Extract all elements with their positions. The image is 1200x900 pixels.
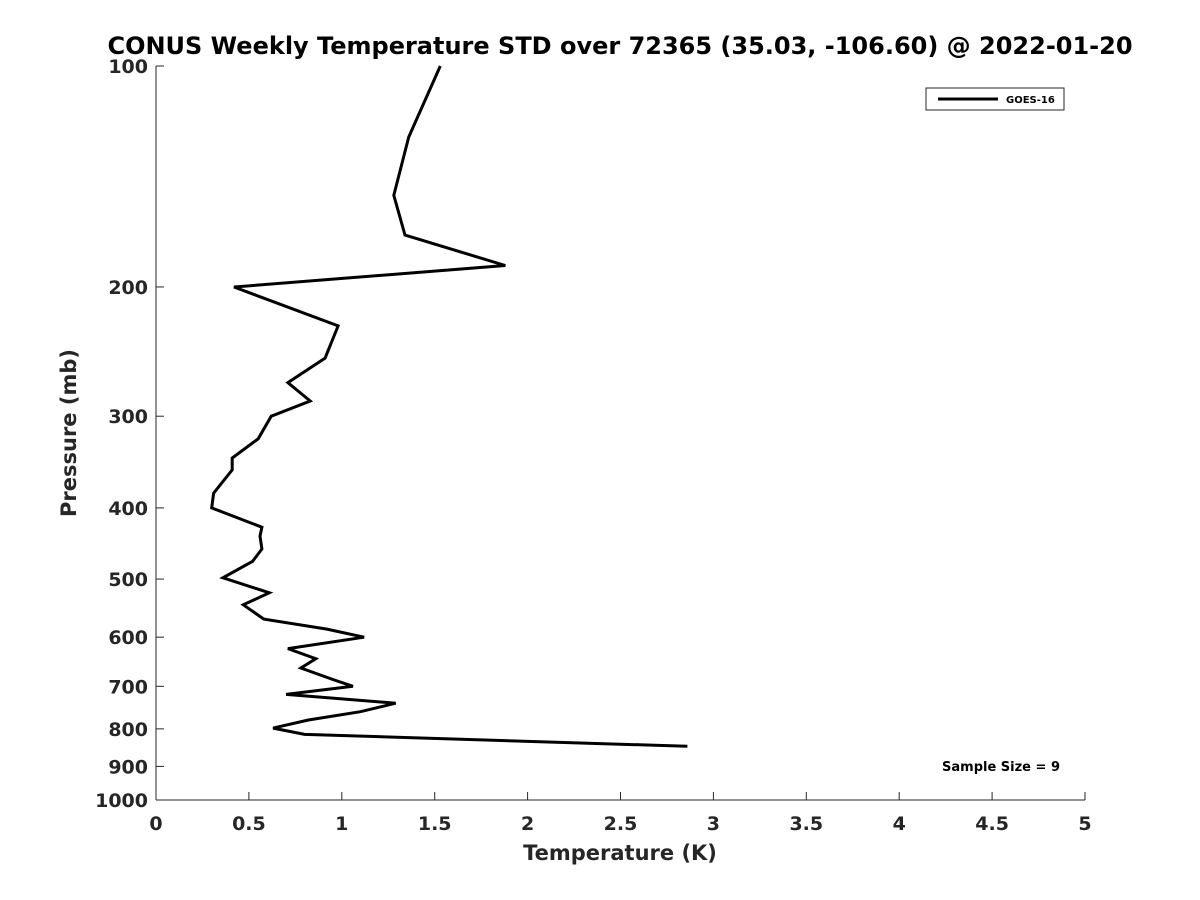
y-tick-label: 300 <box>108 406 148 428</box>
x-tick-label: 3 <box>707 813 720 835</box>
x-tick-label: 4.5 <box>975 813 1009 835</box>
axes <box>155 66 1085 801</box>
x-tick-label: 3.5 <box>789 813 823 835</box>
y-tick-label: 900 <box>108 756 148 778</box>
x-tick-label: 0 <box>149 813 162 835</box>
y-tick-label: 1000 <box>95 790 148 812</box>
x-tick-label: 0.5 <box>232 813 266 835</box>
chart-title: CONUS Weekly Temperature STD over 72365 … <box>107 32 1132 60</box>
series-line-goes-16 <box>210 65 688 748</box>
sample-size-annotation: Sample Size = 9 <box>942 760 1060 775</box>
x-tick-label: 5 <box>1078 813 1091 835</box>
x-tick-label: 1 <box>335 813 348 835</box>
y-tick-label: 500 <box>108 569 148 591</box>
x-tick-label: 1.5 <box>418 813 452 835</box>
y-tick-label: 200 <box>108 277 148 299</box>
y-tick-label: 700 <box>108 676 148 698</box>
legend: GOES-16 <box>925 87 1065 111</box>
x-ticks: 0 0.5 1 1.5 2 2.5 3 3.5 4 4.5 5 <box>149 792 1092 835</box>
x-tick-label: 2 <box>521 813 534 835</box>
y-tick-label: 100 <box>108 56 148 78</box>
y-axis-label: Pressure (mb) <box>57 349 81 517</box>
x-axis-label: Temperature (K) <box>523 841 717 865</box>
legend-label: GOES-16 <box>1006 95 1055 106</box>
y-tick-label: 400 <box>108 498 148 520</box>
x-tick-label: 2.5 <box>604 813 638 835</box>
y-ticks: 100 200 300 400 500 600 700 800 900 1000 <box>95 56 164 812</box>
x-tick-label: 4 <box>893 813 906 835</box>
y-tick-label: 600 <box>108 627 148 649</box>
y-tick-label: 800 <box>108 719 148 741</box>
